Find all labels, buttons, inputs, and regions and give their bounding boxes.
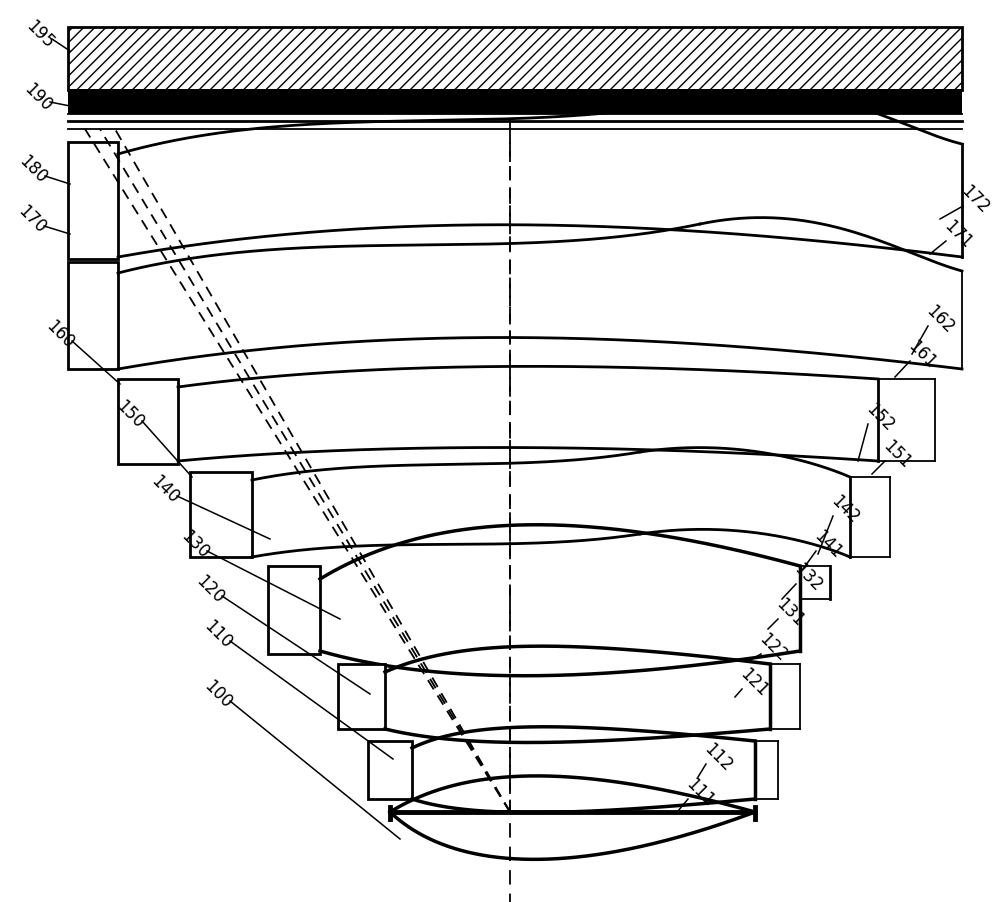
Text: 122: 122 <box>755 630 791 665</box>
Text: 152: 152 <box>862 400 898 435</box>
Text: 121: 121 <box>736 665 772 700</box>
Text: 110: 110 <box>200 617 236 652</box>
Text: 195: 195 <box>22 17 58 52</box>
Text: 171: 171 <box>940 217 976 253</box>
Text: 130: 130 <box>177 527 213 562</box>
Text: 172: 172 <box>957 182 993 217</box>
Text: 131: 131 <box>772 594 808 630</box>
Bar <box>68 28 962 91</box>
Text: 151: 151 <box>879 437 915 472</box>
Text: 162: 162 <box>922 302 958 337</box>
Text: 141: 141 <box>810 527 846 562</box>
Bar <box>368 741 412 799</box>
Text: 161: 161 <box>904 337 940 373</box>
Bar <box>338 664 385 729</box>
Text: 170: 170 <box>14 202 50 237</box>
Bar <box>68 143 118 260</box>
Bar <box>68 91 962 115</box>
Bar <box>68 262 118 370</box>
Text: 180: 180 <box>15 152 51 188</box>
Bar <box>118 380 178 465</box>
Text: 150: 150 <box>112 397 148 432</box>
Text: 112: 112 <box>700 740 736 775</box>
Text: 100: 100 <box>200 676 236 712</box>
Text: 120: 120 <box>192 572 228 607</box>
Text: 111: 111 <box>682 775 718 810</box>
Text: 190: 190 <box>20 80 56 115</box>
Text: 160: 160 <box>42 318 78 352</box>
Bar <box>268 566 320 654</box>
Text: 140: 140 <box>147 472 183 507</box>
Text: 142: 142 <box>827 492 863 527</box>
Bar <box>190 473 252 557</box>
Text: 132: 132 <box>790 560 826 595</box>
